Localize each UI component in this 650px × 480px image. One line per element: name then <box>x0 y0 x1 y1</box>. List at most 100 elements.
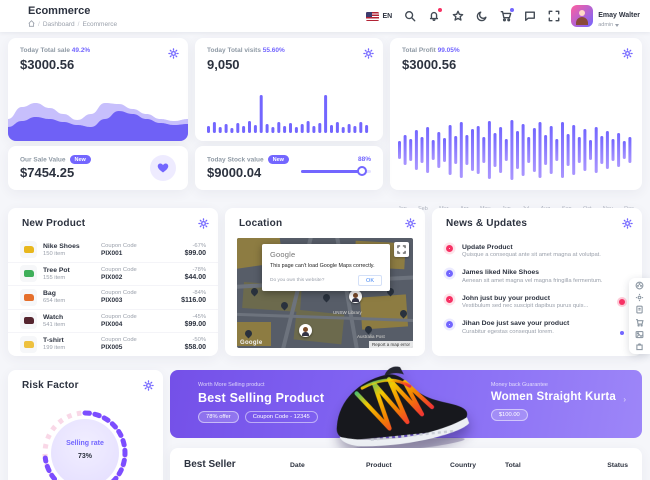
news-bullet-icon <box>446 270 453 277</box>
news-item[interactable]: James liked Nike Shoes Aenean sit amet ma… <box>432 264 642 290</box>
product-name: Nike Shoes 150 item <box>43 242 80 257</box>
news-text: John just buy your product Vestibulum sed… <box>462 294 589 310</box>
top-bar: Ecommerce / Dashboard / Ecommerce EN <box>0 0 650 32</box>
product-price: -78% $44.00 <box>184 266 206 281</box>
month-label: Feb <box>418 206 428 212</box>
user-name: Emay Walter <box>598 12 640 19</box>
map-avatar-marker[interactable] <box>349 290 362 303</box>
sale-area-chart <box>8 103 188 141</box>
chevron-right-icon[interactable]: › <box>623 395 626 404</box>
settings-icon[interactable] <box>622 46 633 59</box>
settings-icon[interactable] <box>168 46 179 59</box>
breadcrumb-separator: / <box>77 21 80 28</box>
product-price: -50% $58.00 <box>184 337 206 352</box>
messages-icon[interactable] <box>523 10 536 23</box>
news-text: Jihan Doe just save your product Curabitu… <box>462 320 570 335</box>
price-pill[interactable]: $100.00 <box>490 409 528 421</box>
product-image <box>20 335 37 353</box>
heart-icon[interactable] <box>150 155 176 181</box>
map-pin[interactable] <box>321 292 332 303</box>
product-price: -45% $99.00 <box>184 313 206 328</box>
total-profit-percent: 99.05% <box>437 47 460 54</box>
total-sale-percent: 49.2% <box>71 47 91 54</box>
breadcrumb-ecommerce: Ecommerce <box>82 21 118 28</box>
product-row[interactable]: Bag 654 item Coupon Code PIX003 -84% $116.00 <box>8 285 218 309</box>
news-item[interactable]: John just buy your product Vestibulum sed… <box>432 289 642 315</box>
breadcrumb-dashboard[interactable]: Dashboard <box>42 21 75 28</box>
user-role: admin <box>598 22 640 28</box>
best-selling-banner[interactable]: Worth More Selling product Best Selling … <box>170 366 642 454</box>
product-row[interactable]: Nike Shoes 150 item Coupon Code PIX001 -67% $… <box>8 238 218 262</box>
slider-knob[interactable] <box>356 166 367 176</box>
cart-icon[interactable] <box>499 6 516 23</box>
total-visits-label: Today Total visits 55.60% <box>207 47 285 54</box>
settings-icon[interactable] <box>143 378 154 391</box>
product-coupon: Coupon Code PIX004 <box>101 313 137 328</box>
news-item[interactable]: Update Product Quisque a consequat ante s… <box>432 238 642 264</box>
new-product-title: New Product <box>22 218 86 229</box>
settings-icon[interactable] <box>622 216 633 229</box>
document-icon[interactable] <box>635 305 644 314</box>
best-seller-card: Best Seller Date Product Country Total S… <box>170 448 642 480</box>
dark-mode-moon-icon[interactable] <box>475 10 488 23</box>
palette-icon[interactable] <box>635 281 644 290</box>
visits-bar-chart <box>207 95 369 133</box>
gauge-inner-circle <box>51 419 119 480</box>
map-avatar-marker[interactable] <box>299 324 312 337</box>
image-icon[interactable] <box>635 330 644 339</box>
settings-icon[interactable] <box>198 216 209 229</box>
news-bullet-icon <box>446 295 453 303</box>
banner-left-tag: Worth More Selling product <box>198 382 265 388</box>
product-image <box>20 241 37 259</box>
stock-slider[interactable] <box>301 166 371 176</box>
breadcrumb-separator: / <box>38 21 40 28</box>
location-title: Location <box>239 218 283 229</box>
map-attribution[interactable]: Report a map error <box>368 341 413 348</box>
star-icon[interactable] <box>451 10 464 23</box>
settings-icon[interactable] <box>635 293 644 302</box>
topbar-actions: EN Emay Walter admin <box>365 0 640 32</box>
product-coupon: Coupon Code PIX001 <box>101 242 137 257</box>
map-area <box>237 322 271 346</box>
cart-icon[interactable] <box>635 318 644 327</box>
news-text: James liked Nike Shoes Aenean sit amet ma… <box>462 269 603 284</box>
news-list: Update Product Quisque a consequat ante s… <box>432 238 642 340</box>
coupon-pill[interactable]: Coupon Code - 12345 <box>244 411 318 423</box>
product-row[interactable]: Tree Pot 155 item Coupon Code PIX002 -78% $44… <box>8 261 218 286</box>
new-badge: New <box>69 155 91 164</box>
total-visits-percent: 55.60% <box>262 47 285 54</box>
news-bullet-icon <box>446 244 453 252</box>
news-bullet-icon <box>446 321 453 328</box>
notification-badge <box>437 6 444 13</box>
column-country: Country <box>450 462 477 469</box>
banner-left-title: Best Selling Product <box>198 391 325 405</box>
gauge-label: Selling rate <box>66 440 104 447</box>
map-place-label: UNSW Library <box>333 310 362 315</box>
banner-left: Worth More Selling product Best Selling … <box>198 382 324 423</box>
language-label: EN <box>382 12 393 20</box>
banner-right-title: Women Straight Kurta <box>490 391 616 403</box>
offer-pill[interactable]: 78% offer <box>198 411 239 423</box>
location-card: Location UNSW Library Australia Post <box>225 208 425 356</box>
product-image <box>20 288 37 306</box>
news-item[interactable]: Jihan Doe just save your product Curabitu… <box>432 315 642 341</box>
google-map[interactable]: UNSW Library Australia Post Google Repor… <box>237 238 413 348</box>
product-row[interactable]: T-shirt 199 item Coupon Code PIX005 -50% $58.… <box>8 332 218 356</box>
ok-button[interactable]: OK <box>358 275 382 286</box>
home-icon[interactable] <box>28 20 35 29</box>
user-menu[interactable]: Emay Walter admin <box>571 4 640 28</box>
language-selector[interactable]: EN <box>365 11 393 21</box>
news-text: Update Product Quisque a consequat ante s… <box>462 243 601 259</box>
user-avatar <box>571 5 594 27</box>
maps-error-dialog: Google This page can't load Google Maps … <box>262 244 390 291</box>
product-row[interactable]: Watch 541 item Coupon Code PIX004 -45% $99.00 <box>8 308 218 333</box>
total-sale-card: Today Total sale 49.2% $3000.56 <box>8 38 188 141</box>
fullscreen-icon[interactable] <box>547 10 560 23</box>
settings-icon[interactable] <box>363 46 374 59</box>
archive-bag-icon[interactable] <box>635 342 644 351</box>
map-fullscreen-button[interactable] <box>394 242 409 257</box>
settings-icon[interactable] <box>405 216 416 229</box>
notifications-bell-icon[interactable] <box>427 6 444 23</box>
product-image <box>20 265 37 283</box>
search-icon[interactable] <box>403 10 416 23</box>
